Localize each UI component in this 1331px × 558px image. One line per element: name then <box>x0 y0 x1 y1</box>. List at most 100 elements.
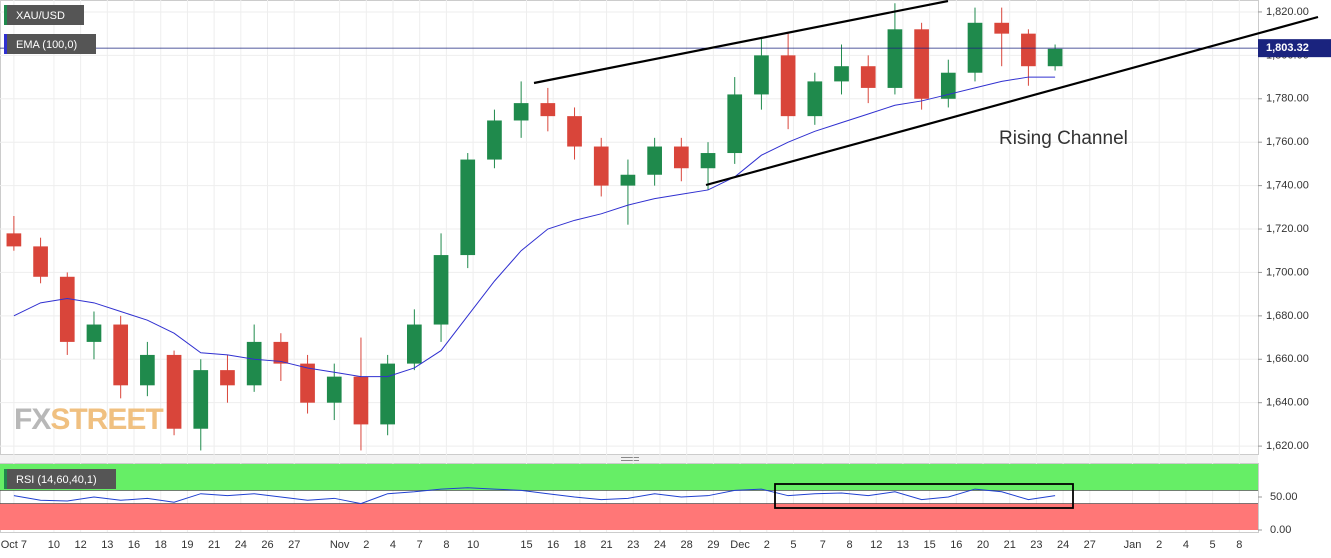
x-tick-label: Dec <box>730 539 750 551</box>
x-tick-label: 29 <box>707 539 719 551</box>
x-tick-label: 21 <box>600 539 612 551</box>
candle-body <box>727 94 743 154</box>
x-tick-label: 8 <box>443 539 449 551</box>
candle-body <box>860 66 876 88</box>
legend-label: XAU/USD <box>16 10 65 22</box>
x-tick-label: 16 <box>950 539 962 551</box>
candle-body <box>834 66 849 82</box>
candle-body <box>193 370 209 429</box>
candle-body <box>6 233 22 247</box>
candle-body <box>673 146 689 169</box>
candle-body <box>326 376 342 403</box>
legend-swatch <box>4 34 7 54</box>
channel-upper <box>533 0 949 85</box>
candle-body <box>780 55 796 117</box>
candle-body <box>620 174 636 186</box>
legend-swatch <box>4 5 7 25</box>
candle-body <box>940 72 956 99</box>
x-tick-label: 18 <box>574 539 586 551</box>
x-tick-label: 24 <box>235 539 247 551</box>
x-tick-label: 23 <box>1030 539 1042 551</box>
x-tick-label: 8 <box>1236 539 1242 551</box>
x-tick-label: 5 <box>790 539 796 551</box>
candle-body <box>220 370 235 386</box>
x-tick-label: 16 <box>547 539 559 551</box>
candle-body <box>994 22 1010 34</box>
rsi-upper-zone <box>0 464 1258 491</box>
watermark: FXSTREET <box>14 403 163 436</box>
x-tick-label: 4 <box>390 539 396 551</box>
legend: XAU/USD EMA (100,0) RSI (14,60,40,1) <box>4 5 116 489</box>
pane-divider <box>0 455 1258 463</box>
x-tick-label: 21 <box>208 539 220 551</box>
candle-body <box>33 246 48 277</box>
y-tick-label: 1,620.00 <box>1266 440 1309 452</box>
x-tick-label: 12 <box>75 539 87 551</box>
x-tick-label: 7 <box>820 539 826 551</box>
y-tick-label: 0.00 <box>1270 524 1291 536</box>
x-tick-label: 20 <box>977 539 989 551</box>
candle-body <box>593 146 609 186</box>
x-tick-label: 28 <box>681 539 693 551</box>
candle-body <box>914 29 929 99</box>
x-tick-label: Oct 7 <box>1 539 27 551</box>
x-tick-label: 12 <box>870 539 882 551</box>
x-tick-label: 5 <box>1210 539 1216 551</box>
y-tick-label: 1,760.00 <box>1266 136 1309 148</box>
x-tick-label: 15 <box>520 539 532 551</box>
candle-body <box>567 116 582 147</box>
x-tick-label: 10 <box>467 539 479 551</box>
candle-body <box>460 159 476 256</box>
y-tick-label: 1,640.00 <box>1266 397 1309 409</box>
x-tick-label: 27 <box>1084 539 1096 551</box>
ema-line <box>13 76 1056 378</box>
y-tick-label: 50.00 <box>1270 491 1298 503</box>
candle-body <box>647 146 662 175</box>
x-tick-label: 23 <box>627 539 639 551</box>
rsi-title: RSI (14,60,40,1) <box>16 474 97 486</box>
candle-body <box>1021 33 1036 67</box>
candle-body <box>407 324 422 364</box>
channel-lower <box>705 15 1319 187</box>
x-tick-label: 15 <box>923 539 935 551</box>
x-tick-label: 2 <box>1156 539 1162 551</box>
x-tick-label: 13 <box>897 539 909 551</box>
x-tick-label: 18 <box>155 539 167 551</box>
main-pane <box>0 0 1259 455</box>
candle-body <box>700 153 716 169</box>
x-tick-label: 16 <box>128 539 140 551</box>
candle-body <box>140 354 155 386</box>
x-tick-label: 13 <box>101 539 113 551</box>
x-tick-label: 19 <box>181 539 193 551</box>
candle-body <box>353 376 369 425</box>
x-tick-label: 4 <box>1183 539 1189 551</box>
x-tick-label: 8 <box>846 539 852 551</box>
watermark-fx: FX <box>14 403 51 436</box>
y-tick-label: 1,700.00 <box>1266 266 1309 278</box>
y-tick-label: 1,820.00 <box>1266 6 1309 18</box>
annotation: Rising Channel <box>999 128 1128 149</box>
candle-body <box>540 103 556 117</box>
y-tick-label: 1,780.00 <box>1266 93 1309 105</box>
rsi-line <box>13 487 1056 505</box>
candle-body <box>113 324 129 386</box>
x-tick-label: 24 <box>1057 539 1069 551</box>
candle-body <box>273 341 289 364</box>
x-tick-label: 7 <box>417 539 423 551</box>
watermark-street: STREET <box>50 403 163 436</box>
candle-body <box>246 341 262 386</box>
y-tick-label: 1,720.00 <box>1266 223 1309 235</box>
y-tick-label: 1,660.00 <box>1266 353 1309 365</box>
legend-label: EMA (100,0) <box>16 39 77 51</box>
candle-body <box>487 120 502 160</box>
candle-body <box>887 29 903 88</box>
x-tick-label: 21 <box>1004 539 1016 551</box>
legend-box <box>4 5 84 25</box>
last-price-label: 1,803.32 <box>1266 42 1309 54</box>
x-tick-label: 27 <box>288 539 300 551</box>
y-tick-label: 1,740.00 <box>1266 180 1309 192</box>
legend-swatch <box>4 469 7 489</box>
legend-box <box>4 469 116 489</box>
legend-box <box>4 34 96 54</box>
